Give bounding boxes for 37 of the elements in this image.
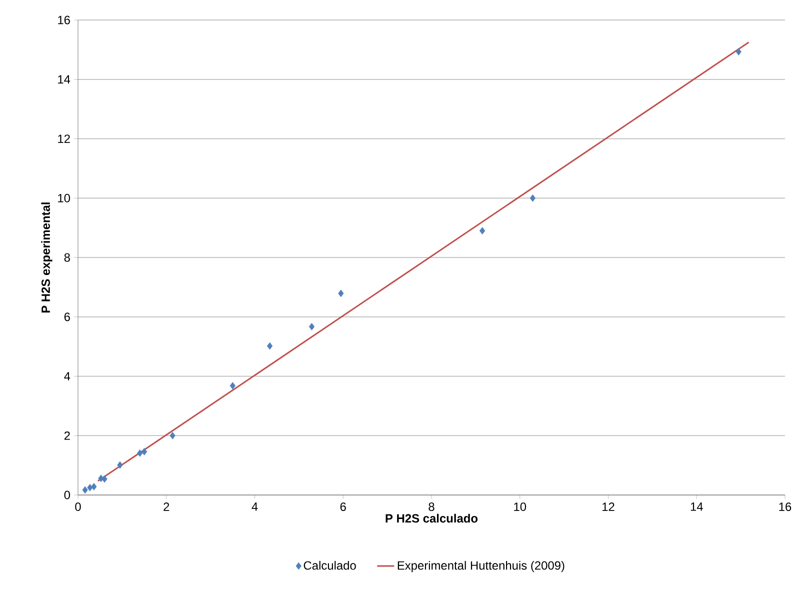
y-tick-label: 0	[64, 490, 70, 500]
y-axis-title: P H2S experimental	[41, 202, 52, 313]
point	[91, 482, 97, 490]
x-tick-label: 4	[252, 502, 258, 511]
point	[230, 382, 236, 390]
y-tick-label: 2	[64, 431, 70, 440]
point	[736, 48, 742, 56]
point	[82, 486, 88, 494]
point	[170, 432, 176, 440]
point	[141, 448, 148, 456]
x-tick-label: 10	[514, 502, 526, 511]
x-axis-title: P H2S calculado	[386, 514, 478, 523]
y-tick-label: 8	[64, 253, 70, 262]
point	[117, 461, 123, 469]
point	[102, 475, 108, 483]
x-tick-label: 8	[428, 502, 434, 511]
y-tick-label: 4	[64, 372, 70, 380]
point	[266, 342, 273, 350]
point	[137, 449, 143, 457]
x-tick-label: 0	[75, 502, 81, 511]
legend-label: Calculado	[304, 560, 356, 570]
x-tick-label: 12	[602, 502, 614, 511]
y-tick-label: 16	[58, 16, 70, 24]
x-tick-label: 6	[340, 502, 346, 511]
point	[530, 194, 536, 202]
y-tick-label: 14	[58, 75, 70, 84]
y-tick-label: 12	[58, 134, 70, 143]
point	[479, 227, 486, 234]
point	[338, 290, 344, 298]
y-tick-label: 6	[64, 312, 70, 322]
y-tick-label: 10	[58, 194, 70, 202]
x-tick-label: 2	[164, 502, 170, 511]
point	[308, 322, 315, 330]
x-tick-label: 16	[779, 502, 792, 511]
legend-label: Experimental Huttenhuis (2009)	[398, 560, 564, 572]
x-tick-label: 14	[690, 502, 703, 511]
point	[87, 484, 93, 492]
